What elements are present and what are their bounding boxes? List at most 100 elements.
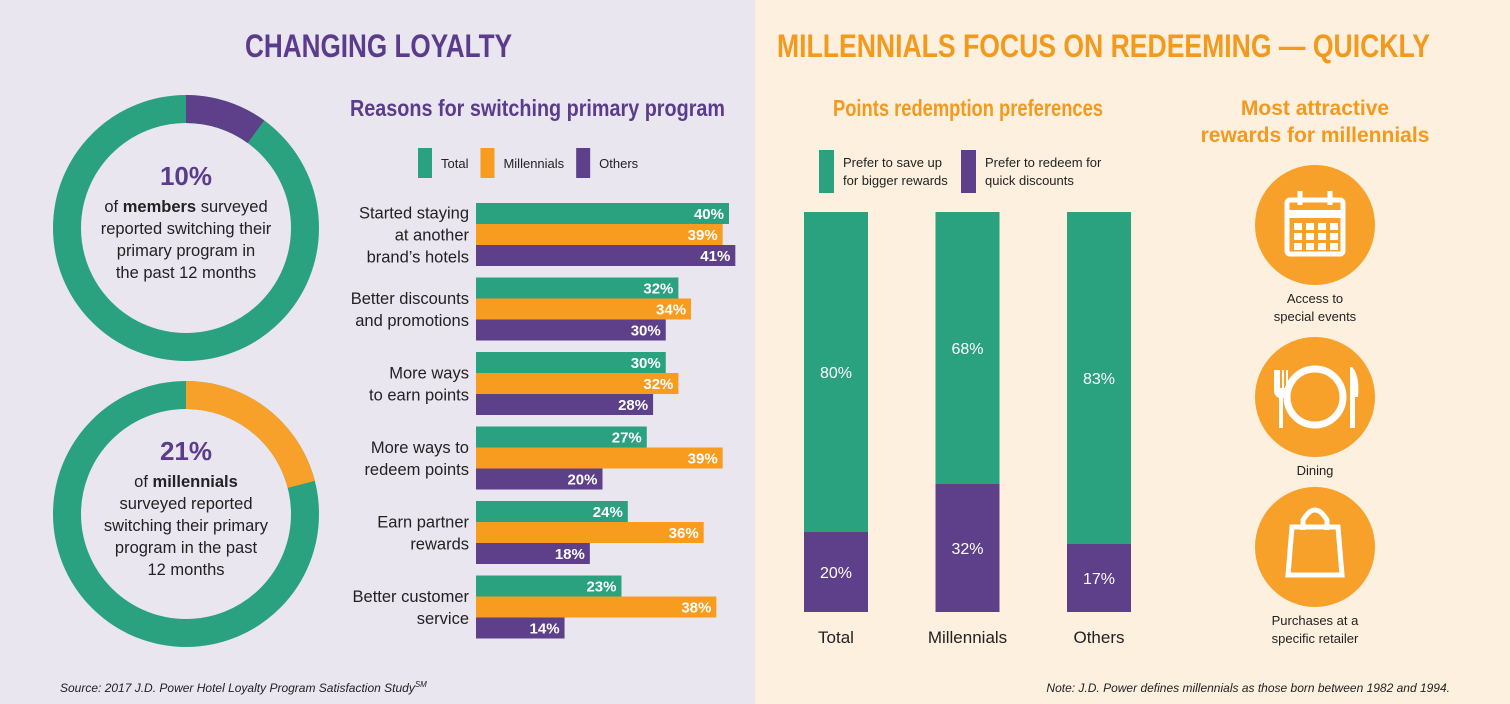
bar	[476, 468, 603, 490]
value-label: 39%	[688, 451, 718, 468]
donut-caption: switching their primary	[104, 517, 269, 535]
bar	[476, 373, 679, 394]
caption-part: members	[123, 198, 196, 216]
value-label: 20%	[567, 472, 597, 489]
legend-label: Others	[599, 156, 639, 171]
bar	[476, 426, 647, 448]
legend-swatch	[480, 148, 495, 178]
category-label: Others	[1073, 628, 1124, 647]
donut-segment	[185, 95, 265, 144]
donut-caption: reported switching their	[101, 220, 272, 238]
bar	[476, 245, 736, 266]
bar	[476, 522, 704, 543]
value-label: 30%	[631, 355, 661, 372]
reward-label: Access to special events	[1274, 291, 1357, 324]
category-label: Earn partner rewards	[377, 514, 469, 554]
value-label: 23%	[586, 579, 616, 596]
value-label: 24%	[593, 504, 623, 521]
caption-part: surveyed reported	[120, 495, 253, 513]
donut-caption: 12 months	[147, 561, 224, 579]
left-title: CHANGING LOYALTY	[245, 28, 512, 64]
legend-swatch	[961, 150, 976, 193]
bar	[476, 319, 666, 341]
legend-swatch	[576, 148, 591, 178]
value-label: 36%	[669, 525, 699, 542]
caption-part: millennials	[153, 473, 238, 491]
icon-circle	[1255, 337, 1375, 457]
icon-circle	[1255, 165, 1375, 285]
caption-part: surveyed	[201, 198, 268, 216]
category-label: Millennials	[928, 628, 1007, 647]
rewards-title: Most attractive rewards for millennials	[1201, 97, 1430, 147]
bar	[476, 543, 590, 564]
caption-part: program in the past	[115, 539, 258, 557]
category-label: Total	[818, 628, 854, 647]
source: Source: 2017 J.D. Power Hotel Loyalty Pr…	[60, 680, 427, 695]
legend-swatch	[418, 148, 432, 178]
legend-label: Millennials	[503, 156, 564, 171]
caption-part: primary program in	[117, 242, 255, 260]
bar-segment	[1067, 544, 1131, 612]
bar	[476, 394, 654, 415]
donut-caption: the past 12 months	[116, 264, 256, 282]
chart-title: Reasons for switching primary program	[350, 95, 725, 121]
caption-part: reported switching their	[101, 220, 272, 238]
reward-icons	[1255, 165, 1375, 607]
category-label: Better customer service	[353, 588, 470, 628]
reward-label: Purchases at a specific retailer	[1272, 613, 1359, 646]
donut-value: 10%	[160, 161, 212, 191]
bag-icon	[1285, 507, 1345, 578]
value-label: 18%	[555, 546, 585, 563]
bar-segment	[804, 532, 868, 612]
value-label: 30%	[631, 323, 661, 340]
icon-circle	[1255, 487, 1375, 607]
bar-segment	[1067, 212, 1131, 544]
value-label: 32%	[951, 541, 983, 558]
bar	[476, 575, 622, 597]
value-label: 41%	[700, 248, 730, 265]
caption-part: of	[104, 198, 118, 216]
bar-segment	[935, 484, 1000, 612]
value-label: 28%	[618, 397, 648, 414]
dining-icon	[1274, 365, 1359, 429]
right-panel	[755, 0, 1510, 704]
bar	[476, 277, 679, 299]
donut-segment	[185, 381, 315, 489]
value-label: 39%	[688, 227, 718, 244]
bar	[476, 352, 666, 373]
calendar-icon	[1284, 191, 1346, 257]
right-title: MILLENNIALS FOCUS ON REDEEMING — QUICKLY	[777, 28, 1430, 64]
legend-label: Prefer to save up for bigger rewards	[843, 155, 948, 188]
category-label: More ways to redeem points	[364, 439, 469, 479]
bar	[476, 298, 692, 320]
donut-value: 21%	[160, 436, 212, 466]
caption-part: the past 12 months	[116, 264, 256, 282]
legend-label: Total	[441, 156, 469, 171]
category-label: More ways to earn points	[369, 365, 469, 405]
bar-segment	[804, 212, 868, 532]
value-label: 17%	[1083, 571, 1115, 588]
note: Note: J.D. Power defines millennials as …	[1046, 681, 1450, 695]
source-mark: SM	[415, 680, 427, 689]
legend-swatch	[819, 150, 834, 193]
donut-caption: surveyed reported	[120, 495, 253, 513]
value-label: 20%	[820, 565, 852, 582]
caption-part: 12 months	[147, 561, 224, 579]
value-label: 14%	[530, 621, 560, 638]
value-label: 40%	[694, 206, 724, 223]
bar	[476, 617, 565, 639]
donut-caption: of millennials	[134, 473, 238, 491]
value-label: 32%	[643, 376, 673, 393]
bar	[476, 203, 729, 224]
value-label: 27%	[612, 430, 642, 447]
value-label: 34%	[656, 302, 686, 319]
bar	[476, 596, 717, 618]
caption-part: of	[134, 473, 148, 491]
bar-segment	[935, 212, 1000, 484]
value-label: 83%	[1083, 371, 1115, 388]
value-label: 80%	[820, 365, 852, 382]
donut-caption: program in the past	[115, 539, 258, 557]
bar	[476, 447, 723, 469]
legend-label: Prefer to redeem for quick discounts	[985, 155, 1102, 188]
